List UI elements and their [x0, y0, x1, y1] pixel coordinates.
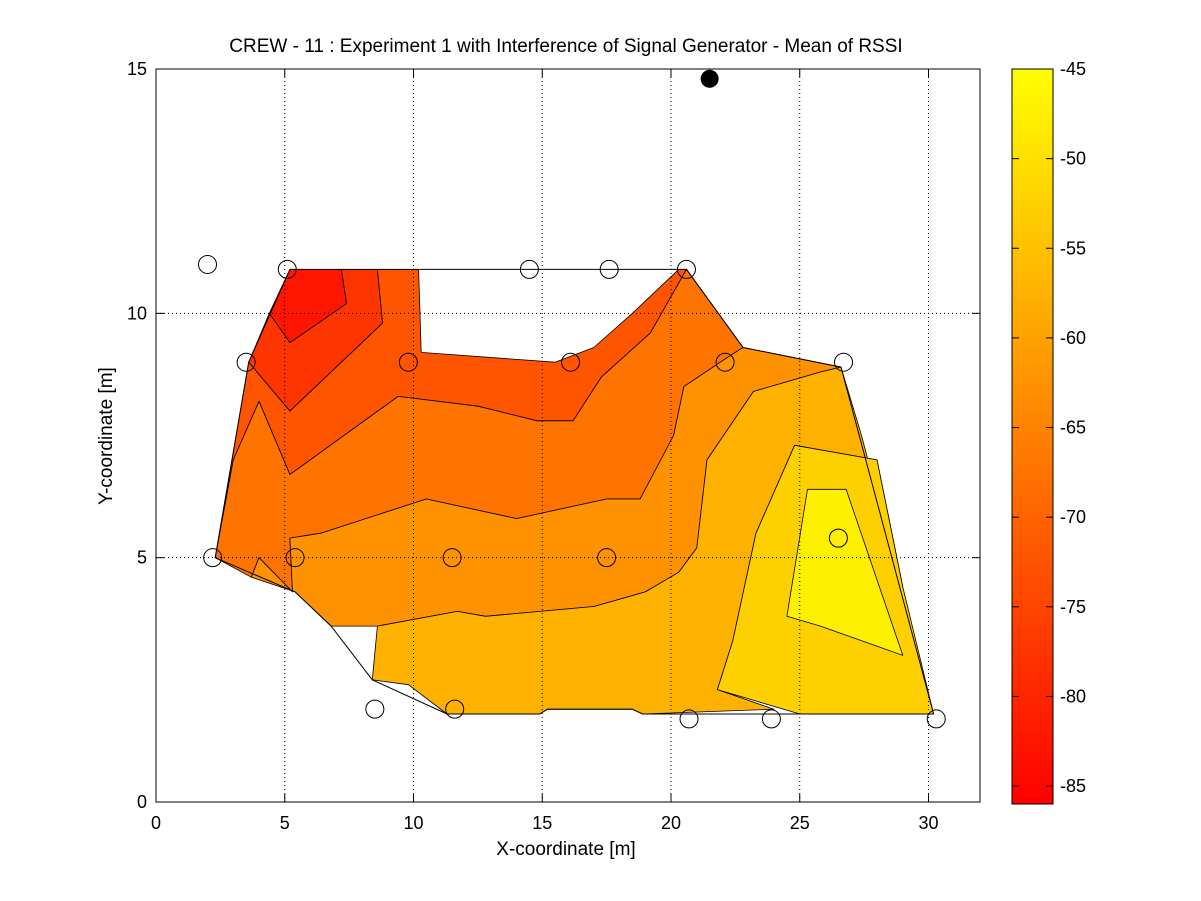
x-tick-label-5: 25	[790, 813, 810, 833]
sensor-node-16	[445, 699, 465, 719]
x-tick-label-0: 0	[151, 813, 161, 833]
sensor-node-18	[761, 709, 781, 729]
contour-region-7	[786, 488, 904, 656]
sensor-node-9	[834, 352, 854, 372]
sensor-node-12	[442, 548, 462, 568]
y-tick-label-2: 10	[127, 303, 147, 323]
colorbar-tick-label-0: -45	[1060, 59, 1086, 79]
x-tick-label-3: 15	[532, 813, 552, 833]
data-hull-outline	[214, 268, 935, 715]
sensor-node-10	[203, 548, 223, 568]
sensor-node-6	[398, 352, 418, 372]
colorbar-tick-label-5: -70	[1060, 507, 1086, 527]
plot-frame	[155, 68, 981, 803]
sensor-node-1	[277, 259, 297, 279]
colorbar-tick-label-1: -50	[1060, 149, 1086, 169]
y-axis-ticks: 0 5 10 15	[127, 59, 980, 812]
sensor-node-2	[519, 259, 539, 279]
grid-lines	[156, 69, 980, 802]
x-tick-label-1: 5	[280, 813, 290, 833]
colorbar-gradient	[1011, 68, 1054, 805]
sensor-node-0	[198, 254, 217, 274]
sensor-node-11	[285, 548, 305, 568]
chart-title: CREW - 11 : Experiment 1 with Interferen…	[229, 36, 902, 57]
x-axis-label: X-coordinate [m]	[496, 839, 635, 860]
sensor-node-5	[236, 352, 256, 372]
sensor-node-7	[561, 352, 581, 372]
x-axis-ticks: 0 5 10 15 20 25 30	[151, 69, 939, 833]
y-tick-label-1: 5	[137, 548, 147, 568]
colorbar-tick-label-3: -60	[1060, 328, 1086, 348]
colorbar-tick-label-2: -55	[1060, 238, 1086, 258]
sensor-node-17	[679, 709, 699, 729]
colorbar-tick-label-4: -65	[1060, 418, 1086, 438]
sensor-node-8	[715, 352, 735, 372]
sensor-node-14	[828, 528, 848, 548]
y-tick-label-3: 15	[127, 59, 147, 79]
x-tick-label-2: 10	[403, 813, 423, 833]
sensor-node-15	[365, 699, 385, 719]
colorbar-tick-label-7: -80	[1060, 686, 1086, 706]
colorbar-tick-label-6: -75	[1060, 597, 1086, 617]
signal-generator-marker	[700, 69, 719, 88]
sensor-node-4	[676, 259, 696, 279]
sensor-node-13	[597, 548, 617, 568]
y-tick-label-0: 0	[137, 792, 147, 812]
colorbar: -45 -50 -55 -60 -65 -70 -75 -80 -85	[1011, 59, 1086, 805]
plot-area: 0 5 10 15 20 25 30 0 5 10 15	[127, 59, 981, 833]
colorbar-tick-label-8: -85	[1060, 776, 1086, 796]
sensor-nodes	[198, 254, 946, 729]
sensor-node-3	[599, 259, 619, 279]
x-tick-label-6: 30	[918, 813, 938, 833]
x-tick-label-4: 20	[661, 813, 681, 833]
y-axis-label: Y-coordinate [m]	[96, 367, 117, 505]
sensor-node-19	[926, 709, 946, 729]
colorbar-ticks: -45 -50 -55 -60 -65 -70 -75 -80 -85	[1012, 59, 1086, 796]
contour-regions	[214, 268, 934, 715]
